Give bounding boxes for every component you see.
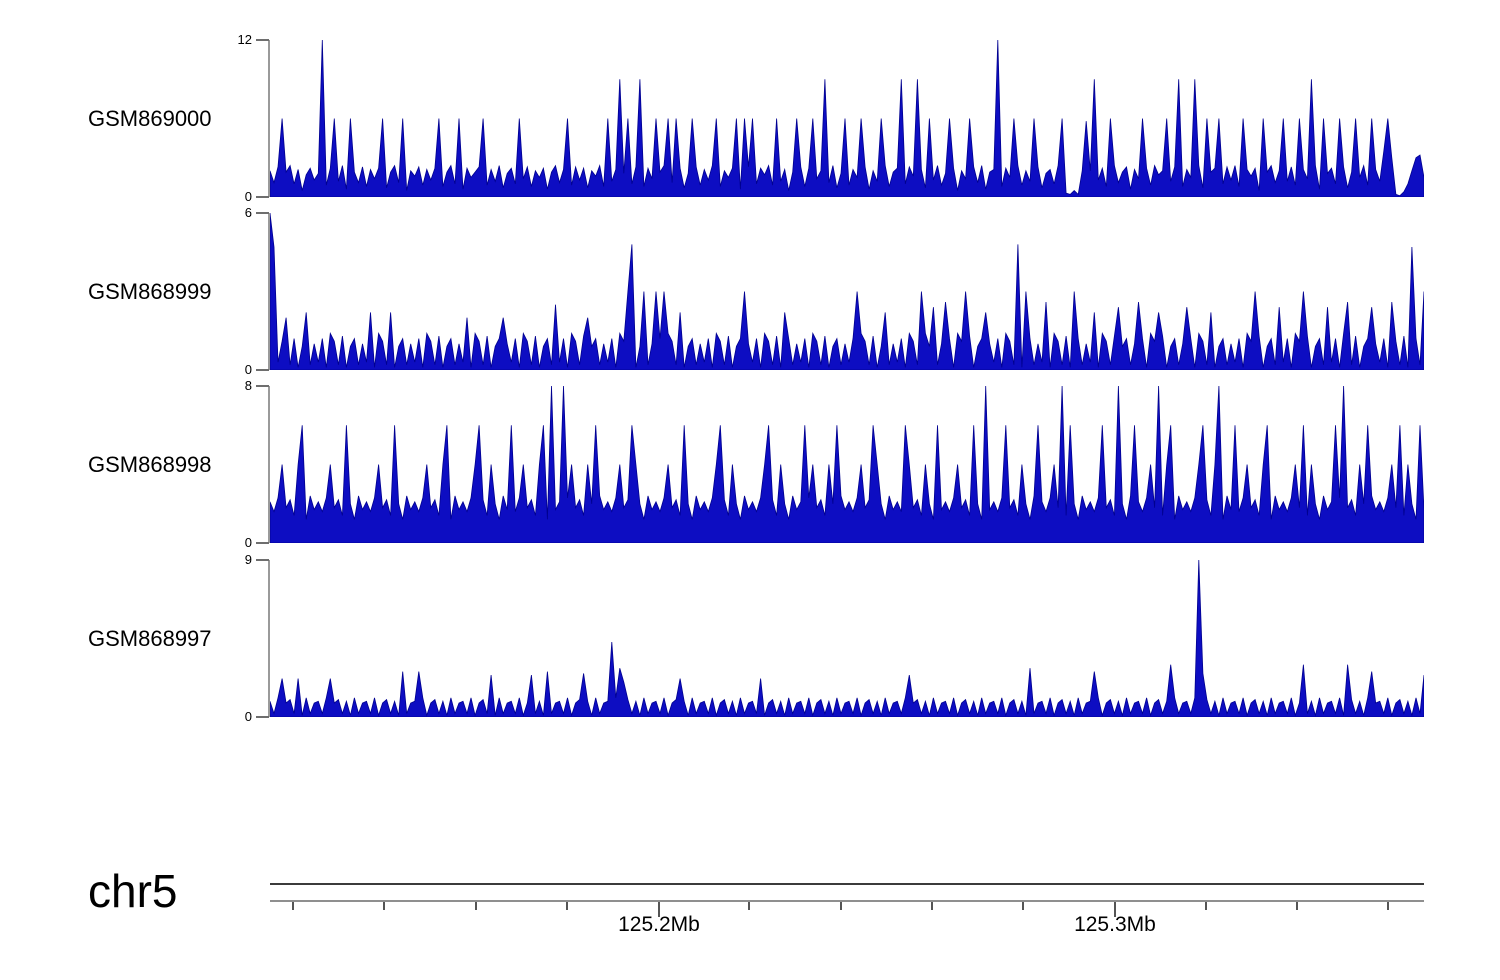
ruler-tick-label: 125.3Mb bbox=[1074, 913, 1156, 936]
ruler-minor-tick bbox=[1204, 902, 1207, 910]
signal-area bbox=[270, 386, 1424, 543]
ruler-minor-tick bbox=[1296, 902, 1299, 910]
y-axis-max-label: 9 bbox=[244, 552, 252, 567]
y-axis-top-tick bbox=[256, 39, 269, 41]
y-axis-bottom-tick bbox=[256, 196, 269, 198]
signal-polygon bbox=[270, 213, 1424, 370]
y-axis-bottom-tick bbox=[256, 716, 269, 718]
signal-area bbox=[270, 560, 1424, 717]
track-label: GSM868997 bbox=[88, 625, 212, 651]
y-axis-min-label: 0 bbox=[244, 709, 252, 724]
ruler-minor-tick bbox=[565, 902, 568, 910]
track-label: GSM868999 bbox=[88, 278, 212, 304]
y-axis-max-label: 6 bbox=[244, 205, 252, 220]
ruler-minor-tick bbox=[383, 902, 386, 910]
track-label: GSM869000 bbox=[88, 105, 212, 131]
track-label: GSM868998 bbox=[88, 451, 212, 477]
y-axis-bottom-tick bbox=[256, 542, 269, 544]
y-axis-min-label: 0 bbox=[244, 362, 252, 377]
y-axis-top-tick bbox=[256, 212, 269, 214]
y-axis-top-tick bbox=[256, 385, 269, 387]
signal-polygon bbox=[270, 386, 1424, 543]
ruler-major-tick bbox=[1113, 902, 1116, 917]
y-axis-max-label: 12 bbox=[237, 32, 252, 47]
y-axis-min-label: 0 bbox=[244, 189, 252, 204]
y-axis-min-label: 0 bbox=[244, 535, 252, 550]
signal-area bbox=[270, 213, 1424, 370]
ruler-chromosome-line bbox=[270, 883, 1424, 885]
ruler-minor-tick bbox=[1387, 902, 1390, 910]
ruler-minor-tick bbox=[1022, 902, 1025, 910]
ruler-major-tick bbox=[658, 902, 660, 917]
y-axis-max-label: 8 bbox=[244, 378, 252, 393]
chromosome-label: chr5 bbox=[88, 865, 178, 917]
ruler-axis-line bbox=[270, 900, 1424, 902]
signal-polygon bbox=[270, 560, 1424, 717]
ruler-minor-tick bbox=[291, 902, 294, 910]
signal-area bbox=[270, 40, 1424, 197]
ruler-minor-tick bbox=[930, 902, 933, 910]
ruler-minor-tick bbox=[839, 902, 842, 910]
y-axis-bottom-tick bbox=[256, 369, 269, 371]
signal-polygon bbox=[270, 40, 1424, 197]
y-axis-line bbox=[268, 386, 270, 543]
ruler-minor-tick bbox=[748, 902, 751, 910]
y-axis-line bbox=[268, 560, 270, 717]
y-axis-line bbox=[268, 213, 270, 370]
y-axis-line bbox=[268, 40, 270, 197]
ruler-tick-label: 125.2Mb bbox=[618, 913, 700, 936]
y-axis-top-tick bbox=[256, 559, 269, 561]
ruler-minor-tick bbox=[474, 902, 477, 910]
